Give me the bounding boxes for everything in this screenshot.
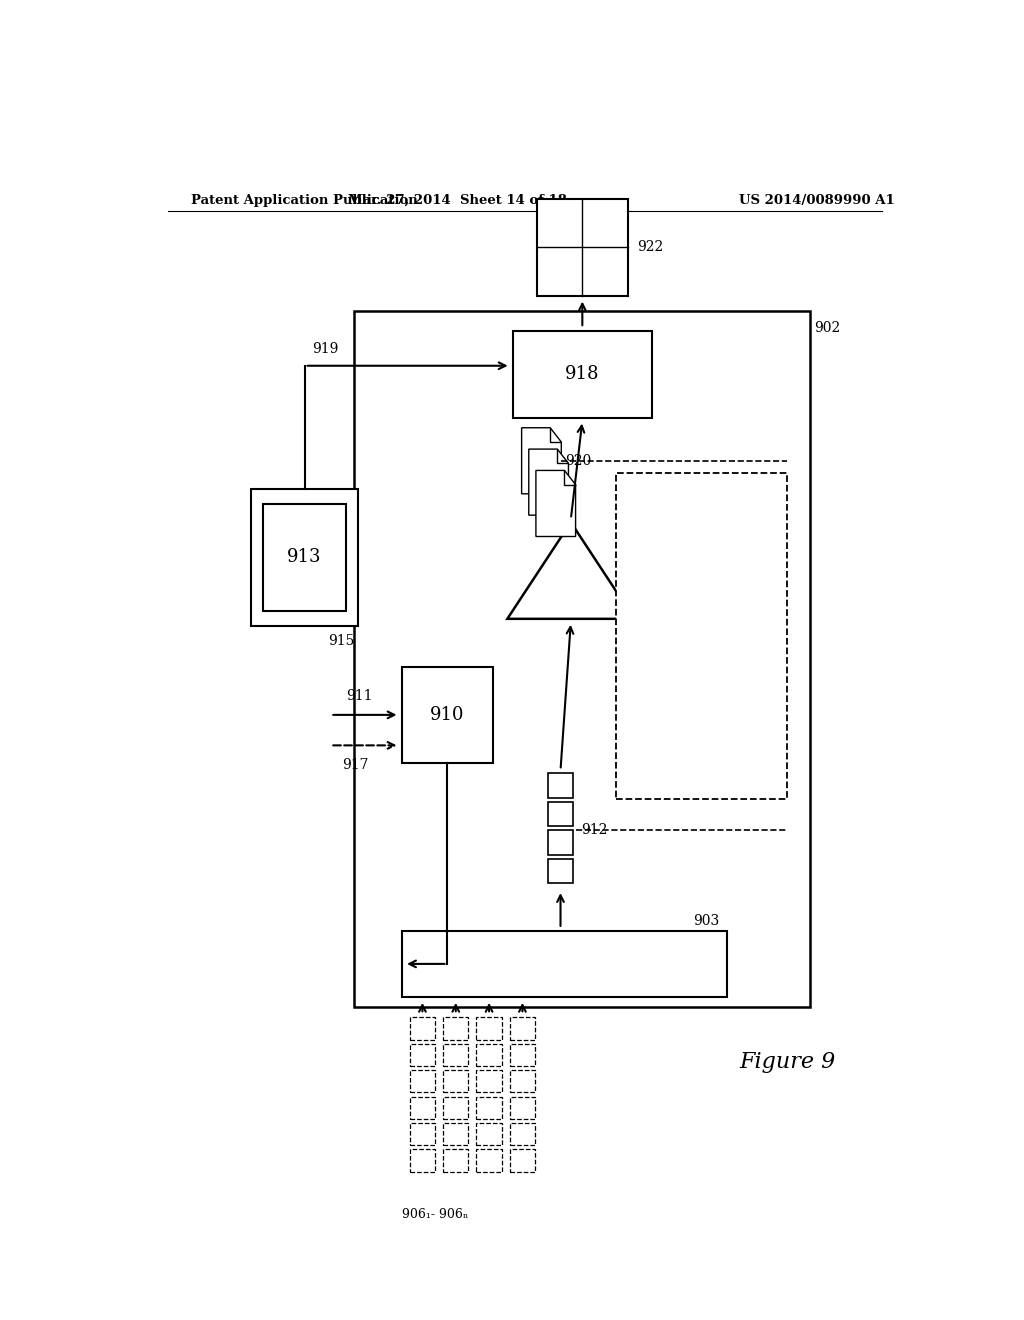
Bar [476,1044,502,1067]
Bar [354,312,811,1007]
Bar [548,801,573,826]
Bar [476,1071,502,1093]
Bar [410,1123,435,1146]
Bar [510,1097,536,1119]
Bar [443,1018,468,1040]
Bar [616,474,786,799]
Bar [476,1150,502,1172]
Bar [548,859,573,883]
Bar [410,1018,435,1040]
Bar [510,1018,536,1040]
Text: 922: 922 [743,583,769,598]
Text: 922: 922 [638,240,664,255]
Bar [401,931,727,997]
Text: 912: 912 [582,824,607,837]
Text: 918: 918 [565,366,600,383]
Bar [443,1123,468,1146]
Bar [510,1150,536,1172]
Text: 906₁- 906ₙ: 906₁- 906ₙ [401,1208,468,1221]
Bar [443,1071,468,1093]
Text: 919: 919 [312,342,339,355]
Bar [476,1123,502,1146]
Bar [513,331,651,417]
Bar [476,1097,502,1119]
Bar [443,1097,468,1119]
Bar [410,1044,435,1067]
Text: 903: 903 [693,913,719,928]
Text: 913: 913 [288,548,322,566]
Text: 910: 910 [430,706,465,723]
Bar [401,667,494,763]
Polygon shape [521,428,561,494]
Text: 915: 915 [328,634,354,648]
Bar [410,1071,435,1093]
Bar [476,1018,502,1040]
Text: Figure 9: Figure 9 [739,1051,836,1073]
Bar [548,830,573,854]
Text: Mar. 27, 2014  Sheet 14 of 18: Mar. 27, 2014 Sheet 14 of 18 [348,194,566,207]
Text: 920: 920 [565,454,592,467]
Bar [510,1123,536,1146]
Polygon shape [528,449,568,515]
Bar [263,504,346,611]
Bar [443,1150,468,1172]
Text: US 2014/0089990 A1: US 2014/0089990 A1 [739,194,895,207]
Bar [510,1071,536,1093]
Text: 911: 911 [346,689,373,702]
Text: Patent Application Publication: Patent Application Publication [191,194,418,207]
Polygon shape [536,470,575,536]
Bar [251,488,358,626]
Bar [510,1044,536,1067]
Bar [548,774,573,797]
Bar [410,1097,435,1119]
Text: 917: 917 [342,758,369,772]
Bar [443,1044,468,1067]
Bar [410,1150,435,1172]
Bar [537,199,628,296]
Text: 902: 902 [814,321,841,335]
Text: 916: 916 [638,573,665,587]
